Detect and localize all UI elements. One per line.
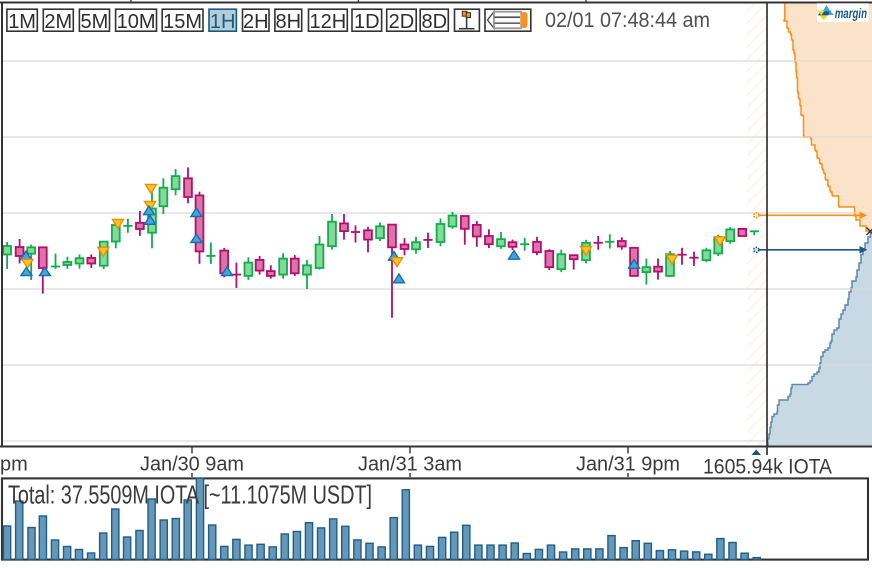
svg-text:margin: margin <box>835 6 867 21</box>
svg-text:2H: 2H <box>243 11 269 33</box>
svg-text:1H: 1H <box>210 11 236 33</box>
svg-text:02/01 07:48:44 am: 02/01 07:48:44 am <box>545 9 710 32</box>
svg-text:2M: 2M <box>44 11 72 33</box>
svg-text:5M: 5M <box>81 11 109 33</box>
svg-text:1M: 1M <box>8 11 36 33</box>
svg-text:1D: 1D <box>354 11 380 33</box>
svg-text:Jan/31 3am: Jan/31 3am <box>358 454 462 476</box>
svg-text:10M: 10M <box>117 11 156 33</box>
svg-text:8D: 8D <box>421 11 447 33</box>
svg-text:8H: 8H <box>276 11 302 33</box>
svg-text:pm: pm <box>0 454 28 476</box>
svg-text:Total: 37.5509M IOTA [~11.1075: Total: 37.5509M IOTA [~11.1075M USDT] <box>8 480 372 510</box>
svg-text:1605.94k IOTA: 1605.94k IOTA <box>703 456 832 479</box>
svg-text:Jan/30 9am: Jan/30 9am <box>140 454 244 476</box>
svg-text:15M: 15M <box>163 11 202 33</box>
svg-text:12H: 12H <box>310 11 347 33</box>
svg-text:2D: 2D <box>389 11 415 33</box>
svg-text:Jan/31 9pm: Jan/31 9pm <box>576 454 680 476</box>
